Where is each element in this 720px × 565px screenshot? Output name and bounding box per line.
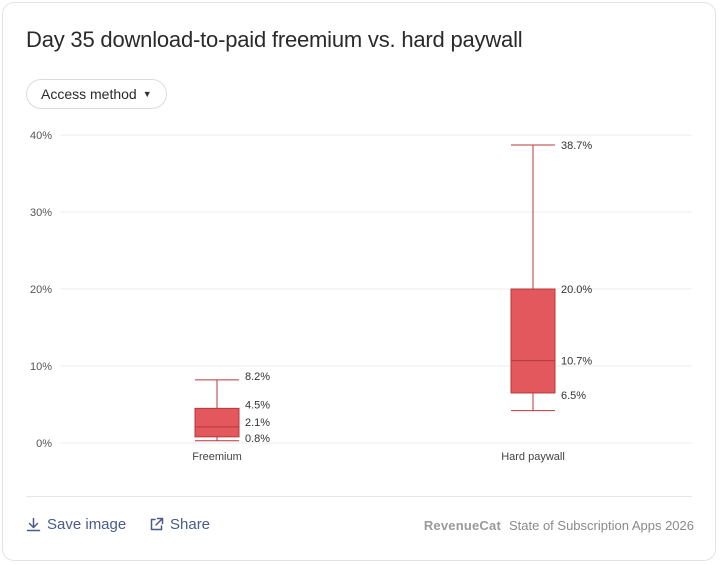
brand: RevenueCat State of Subscription Apps 20…	[424, 518, 694, 533]
revenuecat-logo: RevenueCat	[423, 518, 501, 533]
x-category-label: Freemium	[192, 451, 242, 463]
share-icon	[149, 517, 164, 532]
y-tick-label: 0%	[36, 438, 52, 450]
value-label-q3: 20.0%	[561, 284, 592, 296]
save-image-button[interactable]: Save image	[26, 516, 126, 533]
share-label: Share	[170, 516, 211, 533]
share-button[interactable]: Share	[149, 516, 210, 533]
iqr-box	[194, 407, 240, 438]
y-tick-label: 10%	[30, 361, 52, 373]
value-label-median: 2.1%	[245, 417, 270, 429]
download-icon	[26, 517, 41, 532]
value-label-median: 10.7%	[561, 356, 592, 368]
y-tick-label: 20%	[30, 284, 52, 296]
value-label-q1: 6.5%	[561, 390, 586, 402]
value-label-max: 8.2%	[245, 371, 270, 383]
dropdown-label: Access method	[41, 86, 137, 102]
brand-text: State of Subscription Apps 2026	[508, 518, 694, 533]
caret-down-icon: ▼	[142, 89, 152, 99]
value-label-q3: 4.5%	[245, 399, 270, 411]
value-label-q1: 0.8%	[245, 433, 270, 445]
iqr-box	[510, 288, 556, 394]
save-image-label: Save image	[47, 516, 127, 533]
value-label-max: 38.7%	[561, 140, 592, 152]
y-tick-label: 30%	[30, 207, 52, 219]
y-tick-label: 40%	[30, 130, 52, 142]
chart-title: Day 35 download-to-paid freemium vs. har…	[26, 27, 523, 52]
footer-divider	[26, 496, 692, 497]
access-method-dropdown[interactable]: Access method ▼	[26, 79, 167, 109]
x-category-label: Hard paywall	[501, 451, 565, 463]
